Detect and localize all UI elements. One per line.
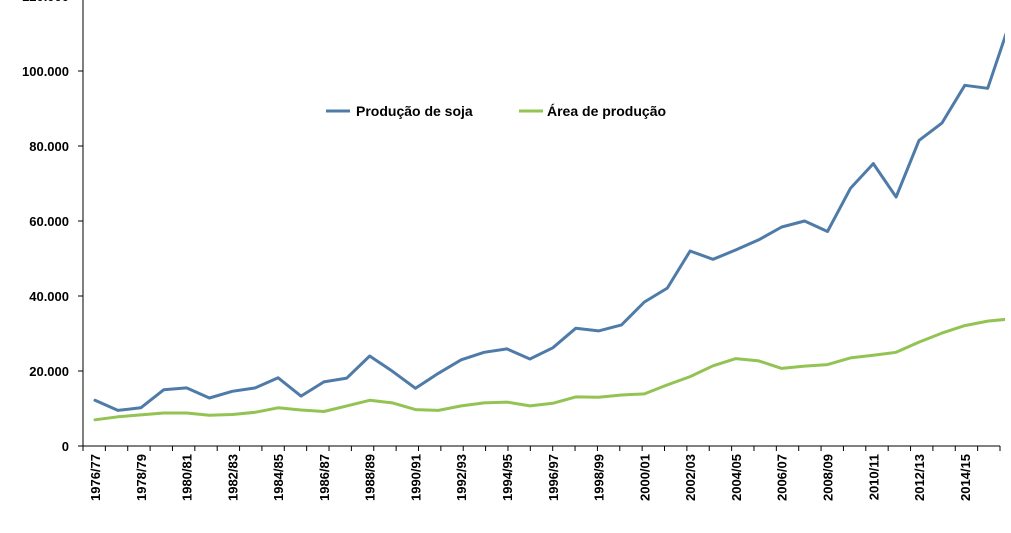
x-tick-label: 2002/03	[683, 454, 698, 501]
x-tick-label: 2014/15	[958, 454, 973, 501]
x-tick-label: 2012/13	[912, 454, 927, 501]
legend-label-production-area: Área de produção	[547, 103, 666, 119]
x-axis: 1976/77 1978/79 1980/81 1982/83 1984/85 1986/…	[82, 445, 1001, 501]
y-tick-label: 40.000	[29, 289, 69, 304]
legend: Produção de soja Área de produção	[326, 103, 666, 119]
series-line-production-area	[93, 317, 1005, 422]
x-tick-label: 1980/81	[180, 454, 195, 501]
x-tick-label: 1994/95	[500, 454, 515, 501]
y-tick-label: 120.000	[22, 0, 69, 4]
x-tick-label: 1978/79	[134, 454, 149, 501]
x-tick-label: 1998/99	[592, 454, 607, 501]
x-tick-label: 2008/09	[820, 454, 835, 501]
x-tick-label: 1996/97	[546, 454, 561, 501]
x-tick-label: 1976/77	[88, 454, 103, 501]
y-tick-label: 80.000	[29, 139, 69, 154]
legend-label-soy-production: Produção de soja	[356, 103, 473, 119]
x-tick-label: 1984/85	[271, 454, 286, 501]
x-tick-label: 1992/93	[454, 454, 469, 501]
x-tick-label: 2004/05	[729, 454, 744, 501]
y-tick-label: 60.000	[29, 214, 69, 229]
y-axis: 0 20.000 40.000 60.000 80.000 100.000 120.000	[22, 0, 84, 454]
y-tick-label: 100.000	[22, 64, 69, 79]
y-tick-label: 20.000	[29, 364, 69, 379]
x-tick-label: 2006/07	[775, 454, 790, 501]
x-tick-label: 1986/87	[317, 454, 332, 501]
x-tick-label: 1982/83	[225, 454, 240, 501]
x-tick-label: 2000/01	[637, 454, 652, 501]
series-lines	[93, 32, 1005, 422]
y-tick-label: 0	[62, 439, 69, 454]
x-tick-label: 1988/89	[363, 454, 378, 501]
x-tick-label: 2010/11	[866, 454, 881, 500]
x-tick-label: 1990/91	[408, 454, 423, 501]
series-line-soy-production	[93, 32, 1005, 412]
